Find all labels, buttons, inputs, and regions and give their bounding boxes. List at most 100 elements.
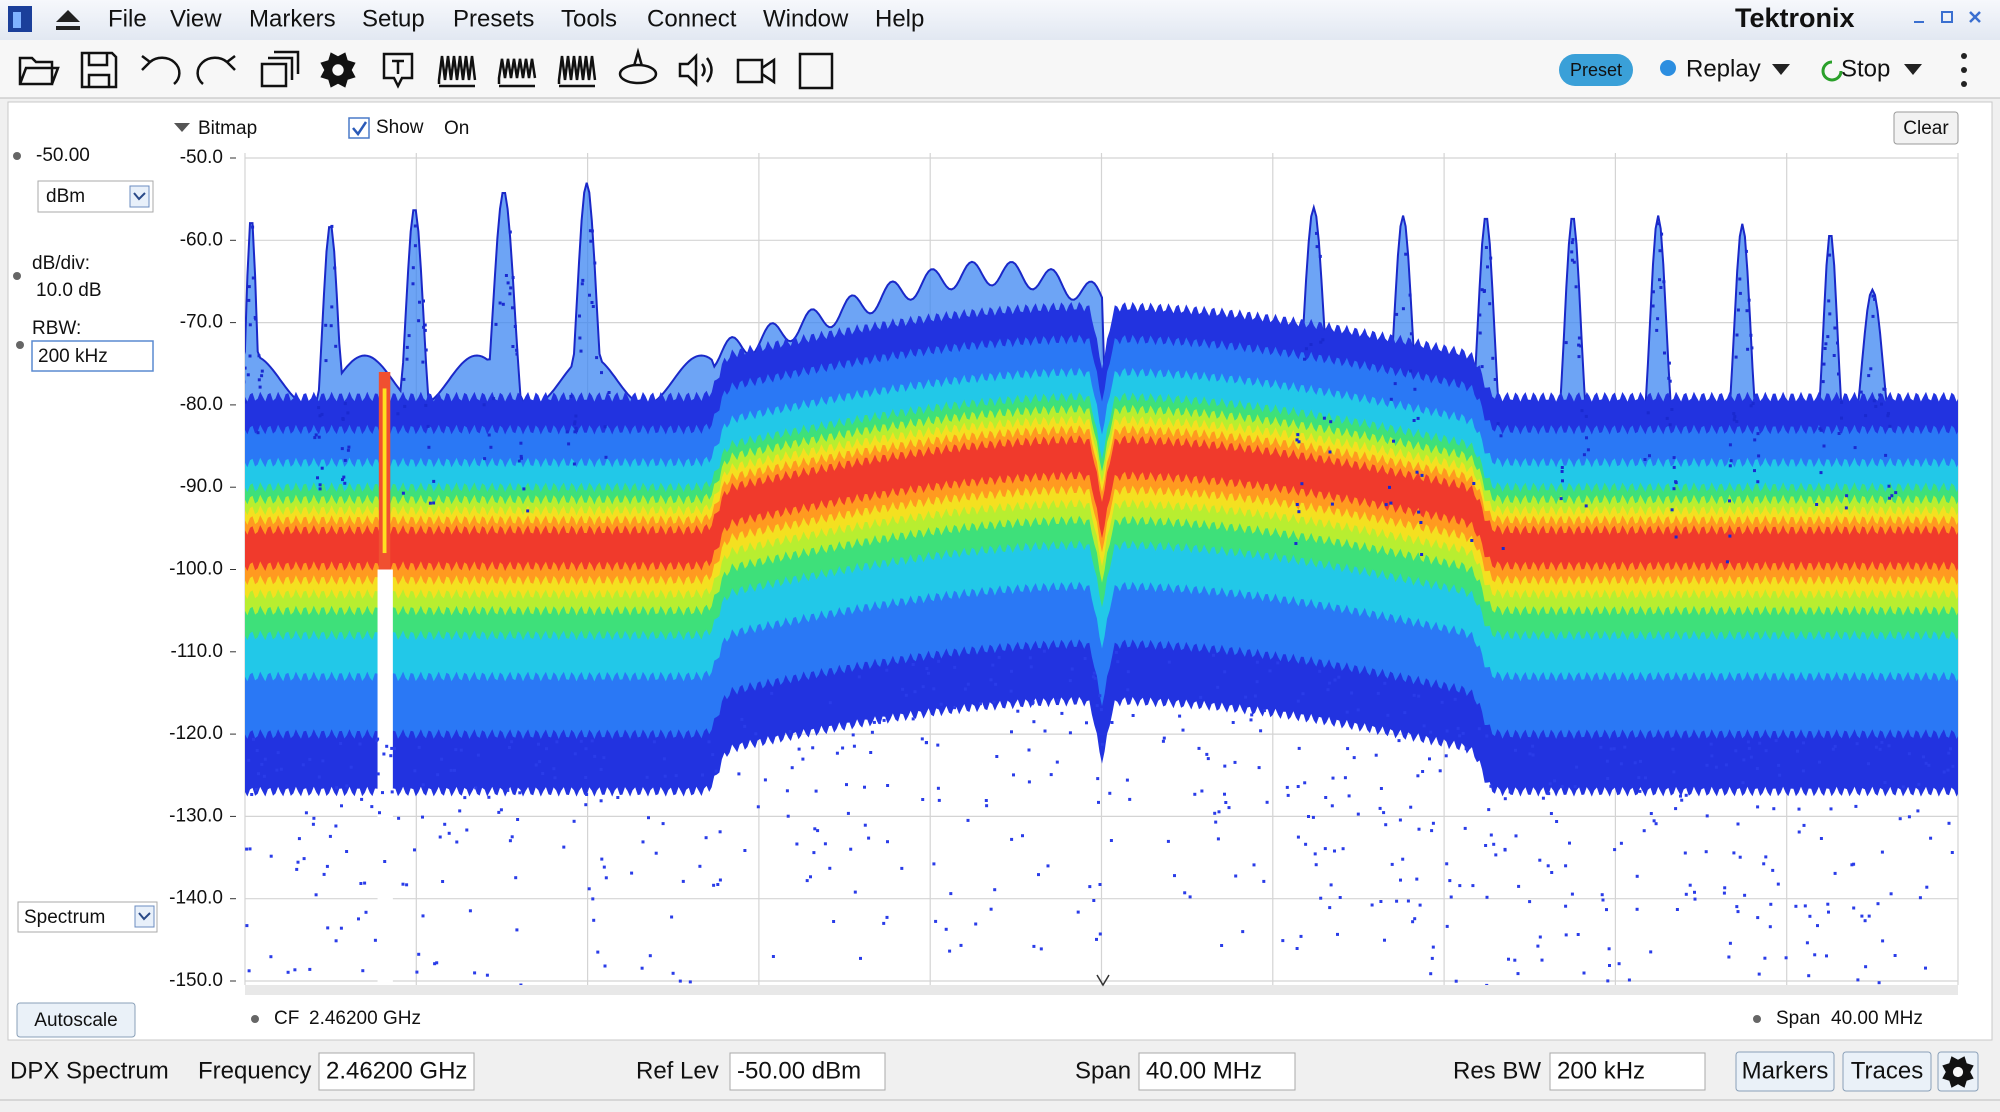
gear-hole <box>332 64 344 76</box>
peak-dot <box>411 266 415 270</box>
eject-icon[interactable] <box>56 10 80 30</box>
toolbar-icon[interactable] <box>18 56 60 86</box>
noise-dot <box>1638 789 1642 793</box>
spin-icon[interactable] <box>1753 1015 1761 1023</box>
restore[interactable] <box>1941 11 1953 23</box>
noise-dot <box>1704 850 1708 854</box>
toolbar-icon[interactable] <box>798 52 834 90</box>
close[interactable] <box>1969 11 1981 23</box>
menu-item[interactable]: Connect <box>647 5 737 32</box>
noise-dot <box>1819 837 1823 840</box>
noise-dot <box>1485 983 1489 985</box>
noise-dot <box>458 809 462 813</box>
noise-dot <box>515 928 519 932</box>
peak-dot <box>1826 335 1830 339</box>
noise-dot <box>1852 906 1856 910</box>
menu-item[interactable]: View <box>170 5 222 32</box>
noise-dot <box>1403 711 1407 715</box>
span-field[interactable] <box>1138 1052 1296 1091</box>
stop-dropdown[interactable] <box>1904 64 1922 75</box>
noise-dot <box>252 737 255 741</box>
toolbar-icon[interactable] <box>87 53 111 87</box>
rbw-input[interactable] <box>31 340 154 372</box>
menu-item[interactable]: Help <box>875 5 924 32</box>
peak-dot <box>1749 333 1753 337</box>
noise-dot <box>1464 747 1468 751</box>
noise-dot <box>436 773 440 777</box>
spin-icon[interactable] <box>251 1015 259 1023</box>
show-checkbox[interactable] <box>348 117 370 139</box>
view-select[interactable] <box>17 901 158 933</box>
noise-dot <box>1503 797 1507 801</box>
markers-button[interactable] <box>1735 1051 1835 1092</box>
noise-dot <box>591 897 595 901</box>
toolbar-icon[interactable] <box>761 57 776 85</box>
preset-button[interactable] <box>1559 54 1633 86</box>
traces-button[interactable] <box>1842 1051 1932 1092</box>
noise-dot <box>1231 721 1235 724</box>
menu-item[interactable]: Presets <box>453 5 534 32</box>
noise-dot <box>1531 753 1535 757</box>
toolbar-icon[interactable] <box>700 57 713 83</box>
noise-dot <box>1318 669 1322 673</box>
noise-dot <box>314 893 318 897</box>
autoscale-button[interactable] <box>16 1002 136 1038</box>
menu-item[interactable]: File <box>108 5 147 32</box>
menu-item[interactable]: Markers <box>249 5 336 32</box>
peak-dot <box>1840 416 1843 420</box>
toolbar-icon[interactable] <box>268 50 300 80</box>
noise-dot <box>1854 804 1858 808</box>
peak-dot <box>1874 404 1878 408</box>
spin-icon[interactable] <box>13 152 21 160</box>
toolbar-icon[interactable] <box>736 58 764 84</box>
replay-label[interactable]: Replay <box>1686 55 1761 82</box>
units-value: dBm <box>46 186 85 207</box>
toolbar-icon[interactable] <box>382 52 414 89</box>
toolbar-icon[interactable] <box>618 47 658 85</box>
noise-dot <box>1575 765 1579 769</box>
replay-dropdown[interactable] <box>1772 64 1790 75</box>
peak-dot <box>402 377 406 381</box>
peak-dot <box>1873 297 1877 301</box>
menu-item[interactable]: Setup <box>362 5 425 32</box>
spin-icon[interactable] <box>13 272 21 280</box>
res-bw-field[interactable] <box>1549 1052 1706 1091</box>
noise-dot <box>1951 764 1955 768</box>
units-dropdown[interactable] <box>129 185 150 208</box>
noise-dot <box>1314 863 1318 867</box>
menu-item[interactable]: Window <box>763 5 849 32</box>
toolbar-icon[interactable] <box>260 62 288 88</box>
view-dropdown[interactable] <box>134 905 155 928</box>
peak-dot <box>1491 356 1495 360</box>
noise-dot <box>1805 941 1809 945</box>
noise-dot <box>1606 777 1610 780</box>
noise-dot <box>1032 944 1036 948</box>
peak-dot <box>424 403 428 407</box>
noise-dot <box>886 840 889 844</box>
spin-icon[interactable] <box>16 341 24 349</box>
bitmap-toggle[interactable] <box>174 123 190 132</box>
noise-dot <box>1214 820 1218 824</box>
more-dot[interactable] <box>1961 53 1967 59</box>
toolbar-icon[interactable] <box>437 55 477 84</box>
noise-dot <box>763 778 767 782</box>
peak-dot <box>1824 342 1828 346</box>
toolbar-icon[interactable] <box>196 55 236 85</box>
noise-dot <box>1098 883 1102 886</box>
noise-dot <box>1095 937 1098 941</box>
toolbar-icon[interactable] <box>141 55 181 85</box>
noise-dot <box>1417 827 1421 831</box>
toolbar-icon[interactable] <box>392 59 404 74</box>
toolbar-icon[interactable] <box>557 55 597 84</box>
frequency-field[interactable] <box>318 1052 475 1091</box>
clear-button[interactable] <box>1893 111 1959 145</box>
stop-label[interactable]: Stop <box>1841 55 1890 82</box>
toolbar-icon[interactable] <box>497 58 537 84</box>
ref-lev-field[interactable] <box>729 1052 886 1091</box>
toolbar-icon[interactable] <box>678 52 698 88</box>
peak-dot <box>1668 423 1672 427</box>
noise-dot <box>1901 785 1905 789</box>
peak-dot <box>1393 382 1397 386</box>
menu-item[interactable]: Tools <box>561 5 617 32</box>
noise-dot <box>647 816 650 820</box>
